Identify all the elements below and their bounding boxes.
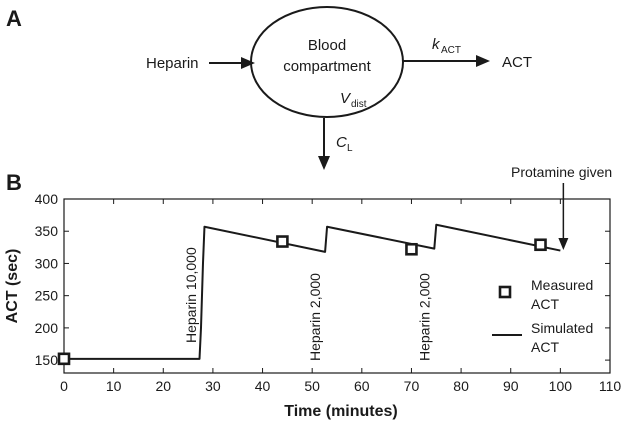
- compartment-label-line1: Blood: [308, 37, 346, 54]
- rate-subscript: ACT: [441, 45, 461, 56]
- heparin-dose-annotation: Heparin 2,000: [307, 273, 323, 361]
- act-output-label: ACT: [502, 54, 532, 71]
- x-tick-label: 60: [354, 378, 370, 394]
- measured-act-point: [57, 352, 71, 366]
- heparin-dose-annotation: Heparin 10,000: [183, 247, 199, 343]
- clearance-subscript: L: [347, 143, 353, 154]
- x-axis: 0 10 20 30 40 50 60 70 80 90 100 110: [60, 199, 621, 394]
- legend-label-measured: Measured: [531, 277, 593, 293]
- x-tick-label: 40: [255, 378, 271, 394]
- clearance-arrow-head: [318, 156, 330, 170]
- heparin-input-label: Heparin: [146, 55, 199, 72]
- measured-act-point: [534, 238, 547, 252]
- heparin-dose-annotation: Heparin 2,000: [416, 273, 432, 361]
- panel-label-a: A: [6, 6, 22, 31]
- output-arrow-head: [476, 55, 490, 67]
- volume-symbol: V: [340, 90, 352, 107]
- act-time-chart: 150 200 250 300 350 400 0 10 20 30 40 50 60 70 80 90 10…: [4, 164, 621, 420]
- y-tick-label: 400: [35, 191, 59, 207]
- y-tick-label: 200: [35, 320, 59, 336]
- legend-label-measured-line2: ACT: [531, 296, 559, 312]
- annotations: Heparin 10,000 Heparin 2,000 Heparin 2,000…: [183, 164, 612, 361]
- protamine-annotation: Protamine given: [511, 164, 612, 180]
- y-tick-label: 150: [35, 352, 59, 368]
- legend-label-simulated-line2: ACT: [531, 339, 559, 355]
- protamine-arrow-head: [558, 238, 569, 250]
- volume-subscript: dist: [351, 99, 367, 110]
- x-tick-label: 80: [453, 378, 469, 394]
- y-tick-label: 250: [35, 288, 59, 304]
- clearance-symbol: C: [336, 134, 347, 151]
- legend: Measured ACT Simulated ACT: [492, 277, 593, 355]
- input-arrow-head: [241, 57, 255, 69]
- plot-frame: [63, 198, 611, 374]
- simulated-act-line: [64, 223, 561, 360]
- compartment-label-line2: compartment: [283, 58, 371, 75]
- compartment-diagram: A Heparin Blood compartment V dist k ACT…: [6, 6, 532, 170]
- x-tick-label: 110: [599, 378, 622, 394]
- x-tick-label: 70: [404, 378, 420, 394]
- legend-label-simulated: Simulated: [531, 320, 593, 336]
- measured-act-point: [276, 235, 289, 248]
- x-axis-label: Time (minutes): [284, 403, 398, 420]
- x-tick-label: 50: [304, 378, 320, 394]
- x-tick-label: 100: [549, 378, 573, 394]
- x-tick-label: 10: [106, 378, 122, 394]
- y-axis-label: ACT (sec): [4, 249, 21, 324]
- y-axis: 150 200 250 300 350 400: [35, 191, 610, 368]
- rate-symbol: k: [432, 36, 441, 53]
- y-tick-label: 350: [35, 223, 59, 239]
- panel-label-b: B: [6, 170, 22, 195]
- series-layer: [57, 223, 561, 366]
- x-tick-label: 0: [60, 378, 68, 394]
- x-tick-label: 90: [503, 378, 519, 394]
- measured-act-point: [405, 242, 418, 256]
- x-tick-label: 30: [205, 378, 221, 394]
- y-tick-label: 300: [35, 255, 59, 271]
- x-tick-label: 20: [155, 378, 171, 394]
- legend-marker-measured: [498, 285, 512, 299]
